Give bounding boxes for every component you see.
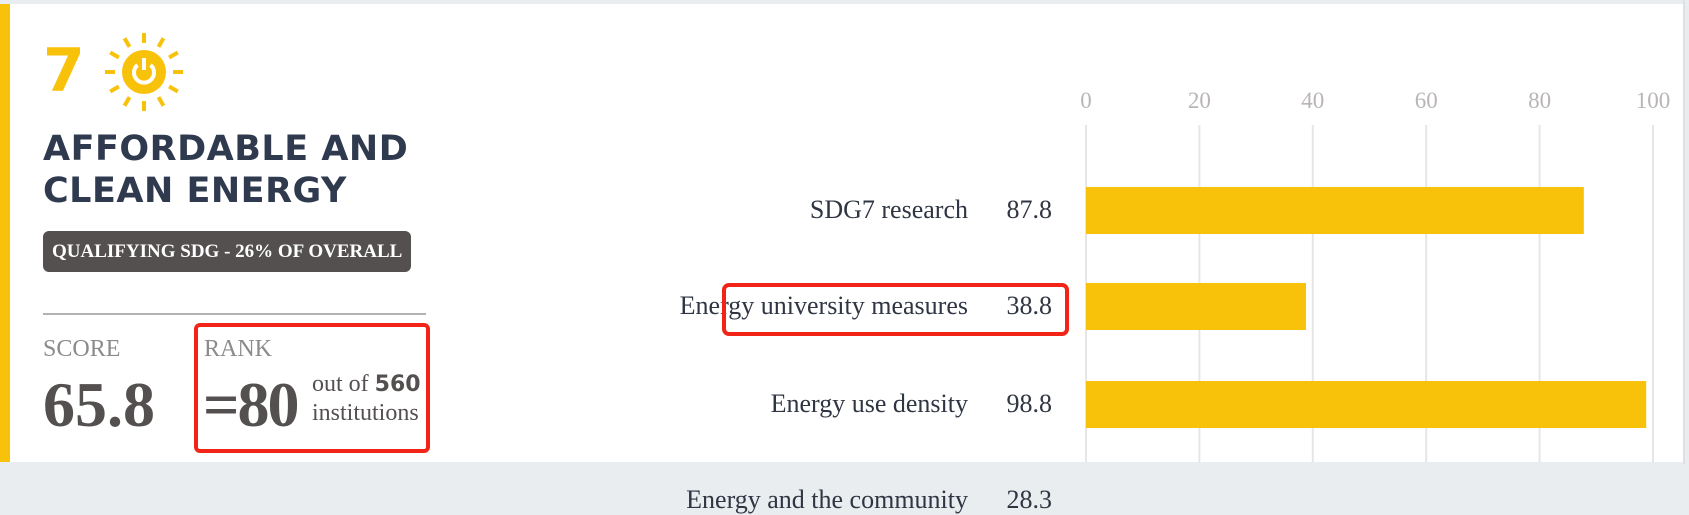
data-label: 87.8 (1006, 195, 1053, 224)
rank-total: 560 (374, 372, 421, 397)
category-label: Energy use density (770, 389, 968, 418)
category-label: Energy and the community (686, 485, 968, 514)
accent-stripe (0, 4, 10, 462)
bar (1086, 187, 1584, 234)
score-label: SCORE (43, 336, 121, 362)
divider (43, 313, 426, 315)
bar (1086, 381, 1647, 428)
rank-out-of: out of 560 (312, 370, 421, 399)
card-border (1683, 0, 1685, 464)
tick-label: 40 (1301, 88, 1324, 113)
sdg-number: 7 (43, 36, 85, 106)
bar (1086, 283, 1306, 330)
tick-label: 100 (1636, 88, 1671, 113)
tick-label: 20 (1188, 88, 1211, 113)
tick-label: 60 (1415, 88, 1438, 113)
rank-suffix: institutions (312, 400, 419, 426)
data-label: 98.8 (1006, 389, 1053, 418)
category-label: Energy university measures (679, 291, 968, 320)
tick-label: 80 (1528, 88, 1551, 113)
rank-highlight-box (194, 323, 430, 453)
data-label: 38.8 (1006, 291, 1053, 320)
tick-label: 0 (1080, 88, 1092, 113)
out-of-text: out of (312, 371, 369, 397)
highlight-box (722, 283, 1069, 336)
sdg-title: AFFORDABLE AND CLEAN ENERGY (43, 129, 409, 211)
category-label: SDG7 research (809, 195, 968, 224)
data-label: 28.3 (1006, 485, 1053, 514)
qualifying-badge: QUALIFYING SDG - 26% OF OVERALL (43, 231, 412, 272)
rank-value: =80 (203, 369, 299, 440)
score-value: 65.8 (43, 369, 155, 440)
bar-chart: 0 20 40 60 80 100 (1080, 88, 1671, 462)
rank-label: RANK (204, 336, 273, 362)
sun-power-icon (105, 33, 183, 111)
